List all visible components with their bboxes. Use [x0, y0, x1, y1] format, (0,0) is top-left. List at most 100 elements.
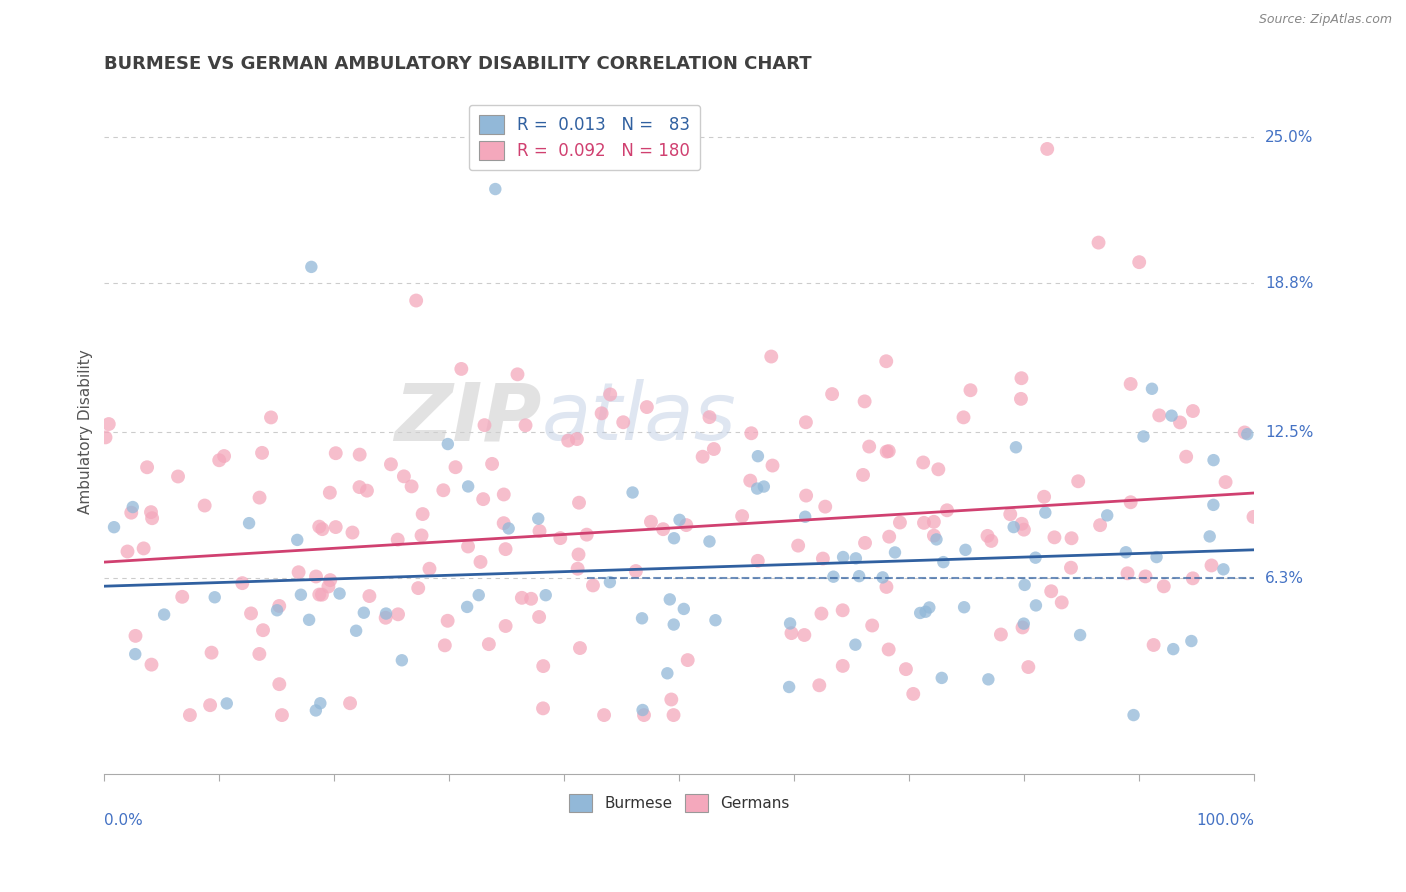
- Point: [631, 703, 654, 717]
- Point: [359, 589, 381, 603]
- Point: [990, 627, 1012, 641]
- Point: [1212, 562, 1234, 576]
- Point: [444, 460, 467, 475]
- Point: [831, 659, 853, 673]
- Point: [311, 588, 333, 602]
- Text: 0.0%: 0.0%: [104, 813, 143, 828]
- Point: [387, 607, 409, 622]
- Point: [124, 629, 146, 643]
- Point: [450, 362, 472, 376]
- Point: [339, 696, 361, 710]
- Text: 18.8%: 18.8%: [1265, 276, 1313, 291]
- Point: [876, 444, 898, 458]
- Legend: Burmese, Germans: Burmese, Germans: [564, 788, 796, 818]
- Point: [912, 455, 935, 469]
- Point: [1146, 550, 1168, 565]
- Point: [1153, 579, 1175, 593]
- Point: [662, 617, 685, 632]
- Point: [659, 692, 682, 706]
- Point: [1180, 634, 1202, 648]
- Point: [342, 525, 364, 540]
- Point: [1033, 490, 1056, 504]
- Point: [1168, 416, 1191, 430]
- Point: [141, 511, 163, 525]
- Point: [1040, 584, 1063, 599]
- Point: [139, 505, 162, 519]
- Point: [853, 394, 876, 409]
- Point: [456, 599, 478, 614]
- Point: [1060, 531, 1083, 545]
- Point: [391, 653, 413, 667]
- Point: [875, 354, 897, 368]
- Point: [457, 479, 479, 493]
- Point: [506, 368, 529, 382]
- Point: [1002, 520, 1025, 534]
- Point: [204, 591, 226, 605]
- Point: [575, 527, 598, 541]
- Point: [1135, 569, 1157, 583]
- Point: [136, 460, 159, 475]
- Point: [752, 479, 775, 493]
- Point: [821, 387, 844, 401]
- Point: [527, 511, 550, 525]
- Point: [740, 426, 762, 441]
- Point: [433, 638, 456, 652]
- Point: [311, 522, 333, 536]
- Point: [918, 600, 941, 615]
- Point: [889, 516, 911, 530]
- Point: [1050, 595, 1073, 609]
- Point: [976, 529, 998, 543]
- Point: [731, 509, 754, 524]
- Point: [285, 533, 308, 547]
- Point: [612, 415, 634, 429]
- Point: [308, 519, 330, 533]
- Text: BURMESE VS GERMAN AMBULATORY DISABILITY CORRELATION CHART: BURMESE VS GERMAN AMBULATORY DISABILITY …: [104, 55, 813, 73]
- Point: [699, 410, 721, 425]
- Point: [520, 591, 543, 606]
- Point: [1088, 518, 1111, 533]
- Point: [1202, 498, 1225, 512]
- Point: [299, 260, 322, 274]
- Point: [474, 418, 496, 433]
- Point: [699, 534, 721, 549]
- Point: [567, 548, 589, 562]
- Point: [1067, 475, 1090, 489]
- Point: [794, 489, 817, 503]
- Point: [215, 697, 238, 711]
- Point: [568, 641, 591, 656]
- Point: [319, 485, 342, 500]
- Point: [260, 410, 283, 425]
- Point: [832, 549, 855, 564]
- Point: [1011, 516, 1033, 531]
- Point: [1010, 392, 1032, 406]
- Point: [405, 293, 427, 308]
- Point: [959, 383, 981, 397]
- Point: [1181, 404, 1204, 418]
- Point: [103, 520, 125, 534]
- Point: [922, 528, 945, 542]
- Point: [1215, 475, 1237, 489]
- Point: [1128, 255, 1150, 269]
- Point: [271, 708, 294, 723]
- Point: [120, 506, 142, 520]
- Point: [287, 566, 309, 580]
- Point: [936, 503, 959, 517]
- Point: [858, 440, 880, 454]
- Point: [375, 607, 398, 621]
- Point: [565, 432, 588, 446]
- Point: [344, 624, 367, 638]
- Point: [568, 496, 591, 510]
- Point: [844, 638, 866, 652]
- Point: [534, 588, 557, 602]
- Point: [704, 613, 727, 627]
- Point: [780, 626, 803, 640]
- Point: [194, 499, 217, 513]
- Point: [761, 350, 783, 364]
- Text: 6.3%: 6.3%: [1265, 571, 1305, 586]
- Point: [877, 444, 900, 458]
- Point: [290, 588, 312, 602]
- Point: [593, 708, 616, 723]
- Point: [908, 606, 931, 620]
- Point: [1202, 453, 1225, 467]
- Point: [231, 576, 253, 591]
